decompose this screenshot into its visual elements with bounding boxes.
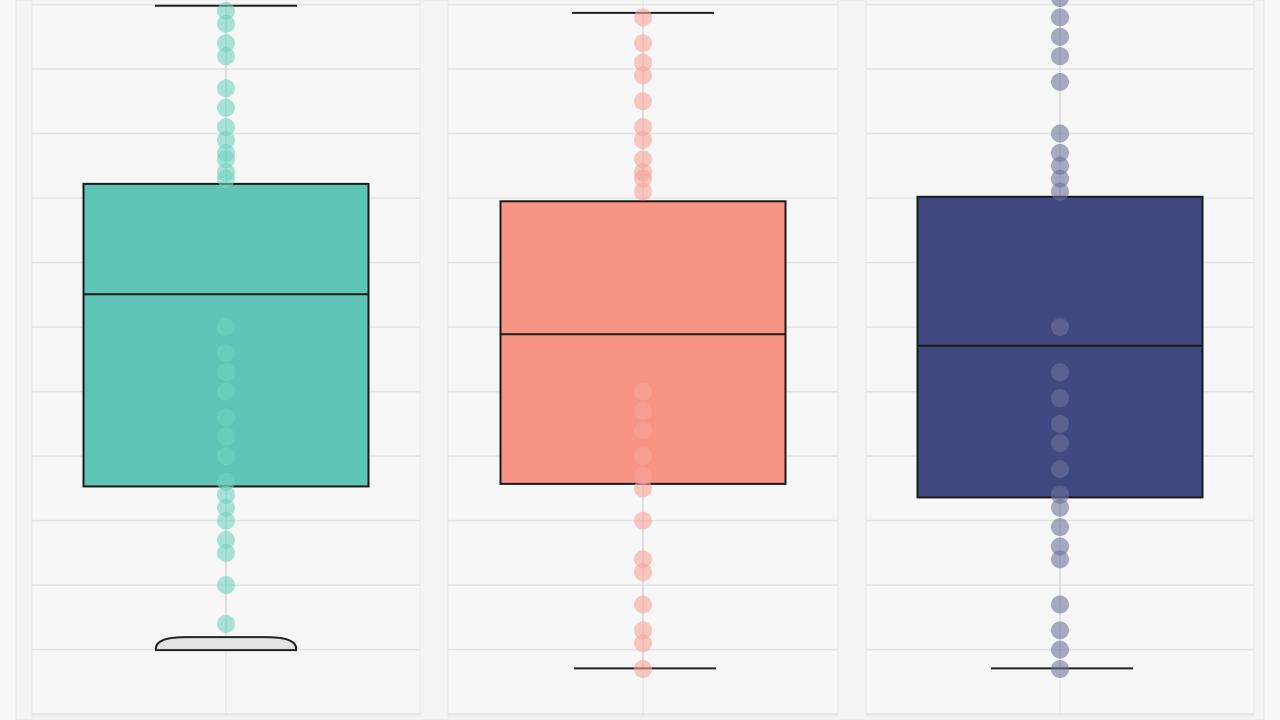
facet-panel-2 xyxy=(447,0,839,717)
data-point xyxy=(1051,182,1069,201)
data-point xyxy=(1051,550,1069,569)
data-point xyxy=(1051,8,1069,27)
data-point xyxy=(1051,595,1069,614)
data-point xyxy=(634,66,652,85)
data-point xyxy=(1051,640,1069,659)
data-point xyxy=(217,150,235,169)
data-point xyxy=(217,79,235,98)
data-point xyxy=(217,169,235,188)
whisker-cap-low xyxy=(154,636,298,652)
data-point xyxy=(217,498,235,517)
data-point xyxy=(634,150,652,169)
data-point xyxy=(217,531,235,549)
data-point xyxy=(634,479,652,498)
data-point xyxy=(634,118,652,137)
data-point xyxy=(634,382,652,401)
data-point xyxy=(634,634,652,653)
box-iqr xyxy=(916,195,1204,499)
data-point xyxy=(1051,27,1069,46)
data-point xyxy=(1051,460,1069,479)
facet-panel-1 xyxy=(31,0,421,717)
data-point xyxy=(1051,485,1069,504)
data-point xyxy=(634,421,652,440)
data-point xyxy=(217,47,235,66)
data-point xyxy=(634,131,652,149)
data-point xyxy=(217,363,235,382)
data-point xyxy=(634,660,652,679)
data-point xyxy=(634,34,652,53)
data-point xyxy=(634,595,652,614)
data-point xyxy=(634,447,652,466)
data-point xyxy=(634,182,652,201)
data-point xyxy=(634,621,652,640)
data-point xyxy=(1051,318,1069,337)
data-point xyxy=(1051,169,1069,188)
data-point xyxy=(217,447,235,466)
data-point xyxy=(217,318,235,337)
data-point xyxy=(1051,47,1069,66)
data-point xyxy=(217,576,235,595)
data-point xyxy=(217,343,235,362)
box-iqr xyxy=(499,200,787,485)
data-point xyxy=(1051,621,1069,640)
data-point xyxy=(634,511,652,530)
data-point xyxy=(217,427,235,446)
data-point xyxy=(1051,72,1069,91)
data-point xyxy=(1051,389,1069,408)
data-point xyxy=(1051,537,1069,556)
data-point xyxy=(217,1,235,20)
data-point xyxy=(217,614,235,633)
data-point xyxy=(634,8,652,27)
data-point xyxy=(1051,363,1069,382)
data-point xyxy=(217,543,235,562)
data-point xyxy=(634,466,652,485)
data-point xyxy=(1051,518,1069,537)
data-point xyxy=(217,34,235,53)
data-point xyxy=(1051,0,1069,8)
data-point xyxy=(217,118,235,137)
data-point xyxy=(217,511,235,530)
data-point xyxy=(1051,156,1069,175)
data-point xyxy=(1051,434,1069,453)
data-point xyxy=(217,14,235,33)
data-point xyxy=(1051,124,1069,143)
data-point xyxy=(1051,143,1069,162)
data-point xyxy=(634,401,652,420)
data-point xyxy=(634,169,652,188)
data-point xyxy=(217,472,235,491)
data-point xyxy=(634,550,652,569)
data-point xyxy=(217,485,235,504)
data-point xyxy=(1051,498,1069,517)
data-point xyxy=(1051,414,1069,433)
data-point xyxy=(634,563,652,582)
data-point xyxy=(217,408,235,427)
data-point xyxy=(217,131,235,149)
data-point xyxy=(634,92,652,111)
data-point xyxy=(634,53,652,72)
data-point xyxy=(217,382,235,401)
facet-panel-3 xyxy=(865,0,1255,717)
data-point xyxy=(217,98,235,117)
data-point xyxy=(1051,660,1069,679)
